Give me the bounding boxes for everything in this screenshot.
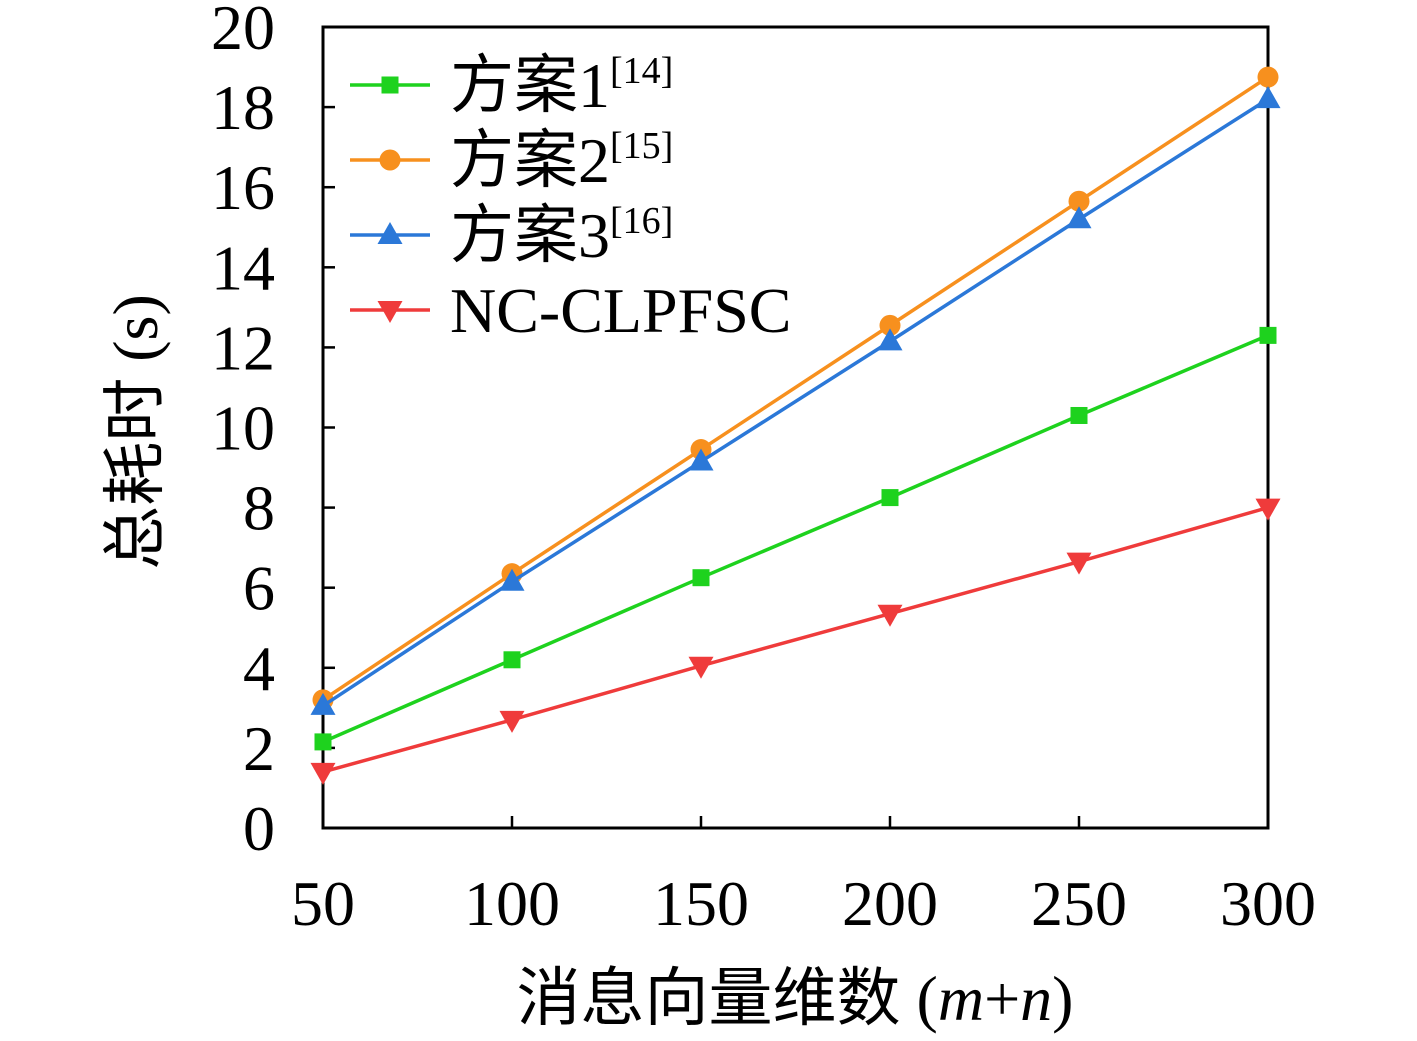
y-tick-label: 8: [243, 473, 275, 544]
series-4-point: [688, 656, 714, 679]
legend-series-name: 方案2: [450, 125, 610, 196]
legend-reference: [15]: [610, 125, 673, 167]
series-3-point: [499, 568, 525, 591]
y-tick-label: 6: [243, 553, 275, 624]
legend-entry: 方案2[15]: [350, 125, 673, 196]
legend-marker: [381, 76, 399, 94]
series-4-point: [310, 762, 336, 785]
series-1-point: [314, 733, 332, 751]
x-tick-label: 50: [291, 868, 355, 939]
y-tick-label: 14: [211, 232, 275, 303]
legend-label: NC-CLPFSC: [450, 275, 791, 346]
x-axis-label-part: +: [984, 963, 1020, 1034]
axes: 50 100 150 200 250 300 0 2 4 6 8 10 12 14 16 18 20: [211, 0, 1316, 939]
x-axis-label-part: n: [1020, 963, 1052, 1034]
x-axis-label-part: 消息向量维数 (: [517, 963, 938, 1034]
series-1-point: [1070, 406, 1088, 424]
legend-entry: 方案1[14]: [350, 50, 673, 121]
x-axis-label-part: m: [938, 963, 984, 1034]
x-tick-label: 300: [1220, 868, 1316, 939]
y-tick-label: 0: [243, 793, 275, 864]
y-tick-label: 12: [211, 312, 275, 383]
series-3-point: [1066, 206, 1092, 229]
legend-series-name: 方案1: [450, 50, 610, 121]
x-axis-label: 消息向量维数 (m+n): [517, 963, 1074, 1034]
series-4-point: [499, 710, 525, 733]
series-1-point: [881, 489, 899, 507]
legend-series-name: NC-CLPFSC: [450, 275, 791, 346]
series-2-point: [1257, 66, 1279, 88]
legend-label: 方案1[14]: [450, 50, 673, 121]
legend-marker: [377, 301, 403, 323]
series-1-point: [1259, 326, 1277, 344]
y-tick-label: 4: [243, 633, 275, 704]
y-tick-label: 10: [211, 393, 275, 464]
legend-marker: [377, 222, 403, 244]
series-2-line: [322, 75, 1269, 702]
series-2-point: [879, 314, 901, 336]
legend: 方案1[14]方案2[15]方案3[16]NC-CLPFSC: [350, 50, 791, 346]
series-3-line: [322, 97, 1269, 708]
series-3-point: [877, 328, 903, 351]
series-4: [310, 498, 1281, 785]
series-1-point: [692, 569, 710, 587]
y-tick-label: 2: [243, 713, 275, 784]
series-4-point: [877, 604, 903, 627]
x-tick-label: 100: [464, 868, 560, 939]
legend-series-name: 方案3: [450, 200, 610, 271]
series-3-point: [1255, 86, 1281, 109]
legend-label: 方案3[16]: [450, 200, 673, 271]
legend-reference: [16]: [610, 200, 673, 242]
series-1-point: [503, 651, 521, 669]
y-tick-label: 20: [211, 0, 275, 63]
series-1-line: [322, 333, 1269, 744]
y-axis-label: 总耗时 (s): [100, 294, 171, 570]
series-3: [310, 86, 1281, 715]
x-tick-label: 200: [842, 868, 938, 939]
series-2-point: [1068, 190, 1090, 212]
series-4-point: [1066, 552, 1092, 575]
legend-reference: [14]: [610, 50, 673, 92]
y-tick-label: 18: [211, 72, 275, 143]
legend-entry: 方案3[16]: [350, 200, 673, 271]
series-3-point: [688, 448, 714, 471]
series-3-point: [310, 692, 336, 715]
x-tick-label: 150: [653, 868, 749, 939]
legend-marker: [379, 149, 401, 171]
legend-label: 方案2[15]: [450, 125, 673, 196]
x-axis-label-part: ): [1052, 963, 1073, 1034]
series-layer: [310, 66, 1281, 785]
legend-entry: NC-CLPFSC: [350, 275, 791, 346]
series-1: [314, 326, 1277, 751]
series-4-point: [1255, 498, 1281, 521]
x-tick-label: 250: [1031, 868, 1127, 939]
y-tick-label: 16: [211, 152, 275, 223]
series-4-line: [322, 505, 1269, 774]
